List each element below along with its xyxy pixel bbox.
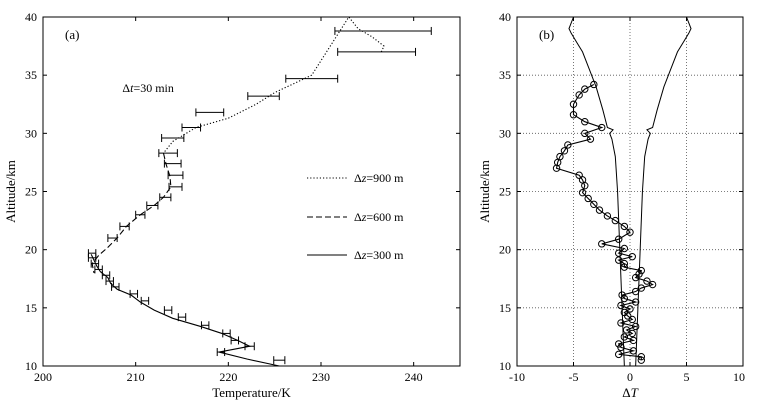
panel-label: (a) — [65, 27, 79, 42]
y-tick-label: 10 — [25, 359, 37, 373]
data-point — [615, 340, 623, 348]
data-point — [581, 129, 589, 138]
y-tick-label: 15 — [499, 301, 511, 315]
legend-label-900m: Δz=900 m — [354, 171, 404, 185]
envelope-left — [568, 16, 625, 367]
y-tick-label: 30 — [499, 126, 511, 140]
data-point — [584, 194, 592, 203]
y-axis-label: Altitude/km — [477, 160, 492, 223]
x-tick-label: 240 — [405, 370, 423, 384]
y-tick-label: 20 — [499, 243, 511, 257]
data-point — [569, 111, 578, 119]
y-tick-label: 30 — [25, 126, 37, 140]
data-point — [620, 308, 629, 317]
data-point — [615, 235, 623, 243]
data-point — [615, 350, 623, 359]
data-point — [598, 123, 606, 132]
x-tick-label: 200 — [34, 370, 52, 384]
data-point — [564, 141, 572, 149]
data-point — [648, 280, 657, 289]
x-tick-label: -10 — [509, 370, 525, 384]
panel-a: 200 210 220 230 240 10 15 20 25 30 35 40 Temperature… — [3, 10, 461, 400]
panel-label: (b) — [539, 27, 554, 42]
data-point — [590, 200, 598, 208]
y-tick-label: 25 — [25, 185, 37, 199]
y-tick-label: 40 — [25, 10, 37, 24]
data-point — [618, 291, 626, 299]
data-point — [631, 298, 640, 306]
data-point — [622, 326, 631, 334]
data-point — [631, 287, 640, 296]
legend-label-300m: Δz=300 m — [354, 248, 404, 262]
data-point — [586, 135, 595, 143]
data-point — [598, 240, 606, 248]
y-axis-label: Altitude/km — [3, 160, 18, 223]
x-axis-label: Temperature/K — [212, 385, 291, 400]
data-point — [578, 188, 587, 197]
data-point — [628, 329, 636, 338]
data-point — [611, 216, 620, 225]
data-point — [620, 259, 629, 268]
data-point — [631, 322, 640, 331]
x-axis-label: ΔT — [622, 385, 638, 400]
axes-frame — [42, 16, 461, 367]
x-tick-label: 5 — [684, 370, 690, 384]
y-tick-label: 35 — [25, 68, 37, 82]
annotation-dt: Δt=30 min — [122, 81, 173, 95]
data-point — [603, 212, 612, 220]
data-point — [629, 336, 638, 345]
data-point — [628, 315, 636, 324]
x-tick-label: 220 — [219, 370, 237, 384]
data-point — [637, 266, 645, 275]
data-point — [617, 319, 625, 327]
series-line-900m — [163, 16, 385, 154]
data-point — [629, 347, 638, 355]
data-point — [626, 228, 634, 236]
data-point — [590, 80, 598, 89]
y-tick-label: 35 — [499, 68, 511, 82]
envelope-right — [635, 16, 692, 367]
data-point — [643, 277, 651, 285]
data-point — [617, 301, 625, 310]
data-point — [595, 206, 604, 214]
x-tick-label: -5 — [569, 370, 579, 384]
data-point — [620, 222, 629, 231]
data-point — [620, 244, 629, 253]
data-point — [626, 305, 634, 313]
x-tick-label: 210 — [127, 370, 145, 384]
data-point — [615, 249, 623, 257]
data-point — [620, 263, 629, 271]
x-tick-label: 0 — [627, 370, 633, 384]
data-point — [628, 252, 636, 261]
y-tick-label: 20 — [25, 243, 37, 257]
x-tick-label: 230 — [312, 370, 330, 384]
data-point — [556, 152, 564, 161]
panel-b: -10 -5 0 5 10 10 15 20 25 30 35 40 ΔT Altitude/km (b) — [477, 10, 745, 400]
y-tick-label: 15 — [25, 301, 37, 315]
data-point — [620, 333, 629, 341]
data-point — [637, 284, 645, 292]
data-point — [615, 256, 623, 264]
x-tick-label: 10 — [733, 370, 745, 384]
y-tick-label: 40 — [499, 10, 511, 24]
data-point — [569, 100, 578, 108]
series-line-300m — [90, 254, 280, 367]
data-point — [575, 91, 583, 99]
y-tick-label: 10 — [499, 359, 511, 373]
legend-label-600m: Δz=600 m — [354, 210, 404, 224]
data-point — [581, 85, 589, 93]
data-point — [560, 147, 569, 155]
data-point — [581, 118, 589, 126]
data-point — [637, 356, 645, 364]
series-line-600m — [91, 152, 172, 274]
data-point — [637, 352, 645, 361]
y-tick-label: 25 — [499, 185, 511, 199]
series-line-delta-t — [555, 83, 654, 361]
data-point — [575, 171, 583, 179]
